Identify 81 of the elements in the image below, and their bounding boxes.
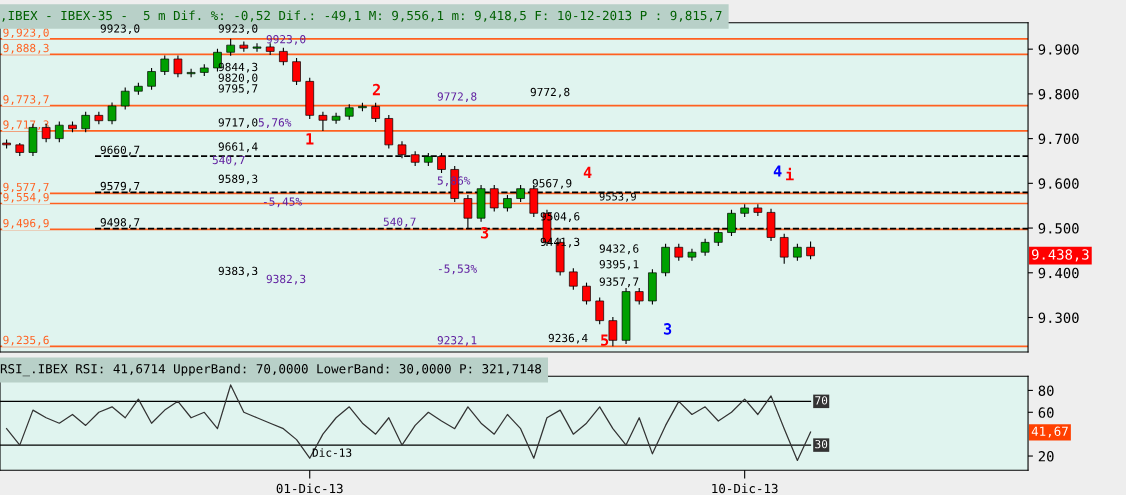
ref-line-label: 30 xyxy=(815,439,828,449)
annotation: -5,53% xyxy=(438,264,477,275)
ref-line-label: 9,577,7 xyxy=(3,182,49,193)
x-tick-label: 10-Dic-13 xyxy=(712,483,778,494)
annotation: Dic-13 xyxy=(312,448,352,457)
annotation: 9567,9 xyxy=(532,179,572,189)
annotation: 9383,3 xyxy=(218,266,258,277)
candlestick xyxy=(147,67,156,91)
annotation: 9236,4 xyxy=(548,333,588,344)
candlestick xyxy=(120,87,130,111)
annotation: 540,7 xyxy=(212,155,245,166)
chart-title: ,IBEX - IBEX-35 - 5 m Dif. %: -0,52 Dif.: -49,1 M: 9,556,1 m: 9,418,5 F: 10-12-2013 P : 9,815,7 xyxy=(2,10,722,22)
annotation: 1 xyxy=(306,133,314,145)
annotation: 3 xyxy=(480,226,489,239)
annotation: 9589,3 xyxy=(218,174,258,185)
annotation: 9717,0 xyxy=(218,118,258,129)
ref-line-label: 70 xyxy=(815,396,828,405)
candlestick xyxy=(371,102,380,123)
y-tick-label: 20 xyxy=(1038,451,1054,462)
annotation: 9432,6 xyxy=(599,244,639,255)
ref-line-label: 9,773,7 xyxy=(3,95,49,105)
annotation: 2 xyxy=(372,83,380,96)
annotation: 540,7 xyxy=(383,217,416,228)
ref-line-label: 9,554,9 xyxy=(3,192,49,203)
y-tick-label: 9.900 xyxy=(1038,44,1079,55)
y-tick-label: 9.700 xyxy=(1038,133,1079,145)
annotation: i xyxy=(786,167,794,181)
y-tick-label: 9.500 xyxy=(1038,223,1079,234)
ref-line-label: 9,235,6 xyxy=(3,335,49,346)
annotation: 5 xyxy=(601,334,609,346)
annotation: 9795,7 xyxy=(218,84,258,95)
annotation: 9820,0 xyxy=(218,73,258,84)
y-tick-label: 80 xyxy=(1038,385,1054,396)
annotation: 9772,8 xyxy=(437,92,477,103)
candlestick xyxy=(318,111,328,132)
candlestick xyxy=(107,101,117,125)
candlestick xyxy=(292,57,301,86)
y-tick-label: 9.600 xyxy=(1038,178,1079,189)
ref-line-label: 9,888,3 xyxy=(3,43,49,54)
candlestick xyxy=(173,54,183,78)
y-tick-label: 9.800 xyxy=(1038,88,1079,100)
y-tick-label: 9.400 xyxy=(1038,267,1079,279)
annotation: 3 xyxy=(663,323,672,335)
ref-line-label: 9660,7 xyxy=(100,145,140,156)
candlestick xyxy=(582,282,591,306)
annotation: 9382,3 xyxy=(266,274,306,285)
ref-line-label: 9,923,0 xyxy=(3,28,49,39)
annotation: 5,76% xyxy=(258,118,292,129)
ref-line-label: 9579,7 xyxy=(100,181,140,192)
candlestick xyxy=(779,233,789,265)
candlestick xyxy=(186,68,196,78)
annotation: 9553,9 xyxy=(599,192,636,202)
text: 41,67 xyxy=(1031,426,1068,438)
candlestick xyxy=(252,42,262,53)
text: 9.438,3 xyxy=(1031,249,1089,262)
annotation: 4 xyxy=(773,165,782,177)
annotation: 9923,0 xyxy=(218,24,258,35)
candlestick xyxy=(595,296,604,325)
candlestick xyxy=(608,316,618,347)
candlestick xyxy=(687,248,697,262)
annotation: 9357,7 xyxy=(599,277,639,288)
candlestick xyxy=(81,111,90,133)
annotation: 9844,3 xyxy=(218,62,258,73)
x-tick-label: 01-Dic-13 xyxy=(276,483,343,494)
candlestick xyxy=(569,267,578,291)
annotation: 9395,1 xyxy=(599,259,639,270)
y-tick-label: 9.300 xyxy=(1038,312,1079,324)
annotation: 9661,4 xyxy=(218,142,258,153)
line-series xyxy=(5,384,812,462)
ref-line-label: 9,496,9 xyxy=(3,218,49,229)
chart-title: RSI_.IBEX RSI: 41,6714 UpperBand: 70,0000 LowerBand: 30,0000 P: 321,7148 xyxy=(0,363,542,377)
annotation: 4 xyxy=(583,166,592,178)
candlestick xyxy=(331,112,341,125)
annotation: 9232,1 xyxy=(437,336,477,346)
candlestick xyxy=(55,121,64,143)
ref-line-label: 9498,7 xyxy=(100,218,140,228)
annotation: 9923,0 xyxy=(100,24,140,35)
ref-line-label: 9,717,3 xyxy=(3,120,49,131)
annotation: 9772,8 xyxy=(530,87,570,98)
y-tick-label: 60 xyxy=(1038,407,1054,418)
candlestick xyxy=(160,54,170,76)
